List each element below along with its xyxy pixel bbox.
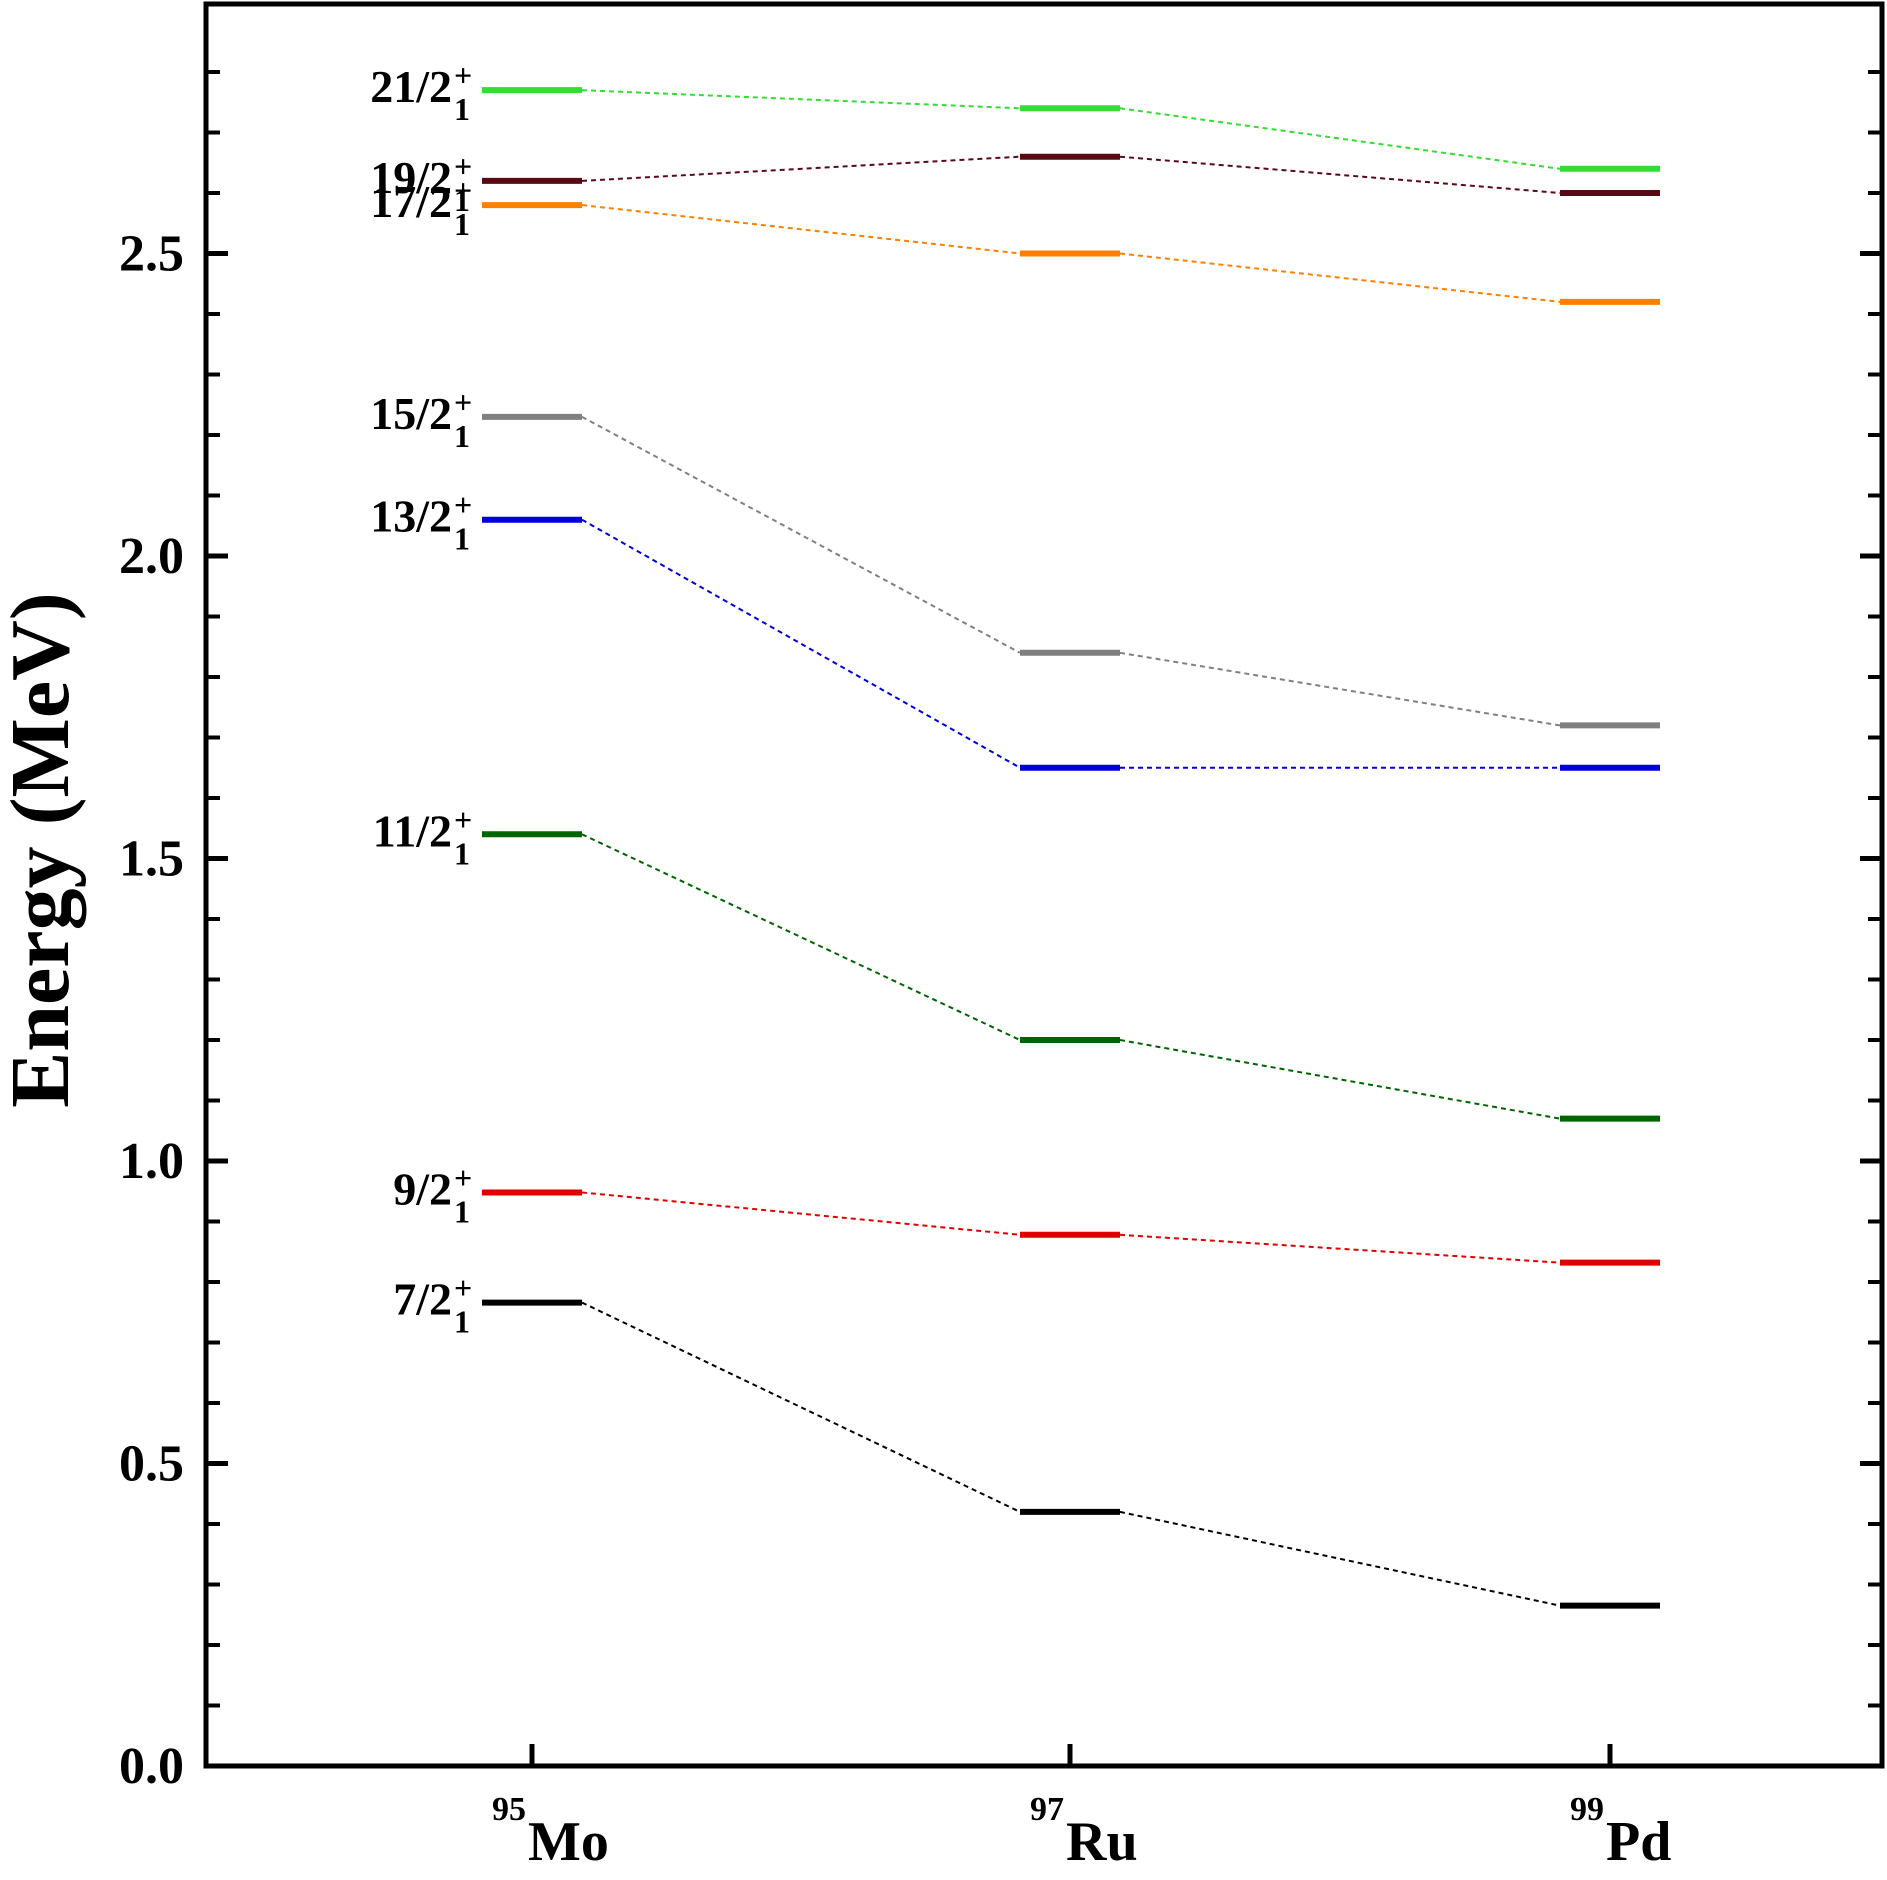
connector-4-0 xyxy=(581,415,1021,654)
level-label-sub-2: 1 xyxy=(454,835,470,871)
nucleus-mass-2: 99 xyxy=(1570,1791,1604,1828)
nucleus-element-2: Pd xyxy=(1606,1811,1671,1873)
connector-5-1 xyxy=(1119,252,1561,303)
level-label-sub-3: 1 xyxy=(454,521,470,557)
level-label-sub-7: 1 xyxy=(454,91,470,127)
connector-4-1 xyxy=(1119,651,1561,727)
nucleus-mass-1: 97 xyxy=(1030,1791,1064,1828)
level-label-sub-6: 1 xyxy=(454,182,470,218)
level-label-sup-5: + xyxy=(454,172,472,208)
level-label-4: 15/2 xyxy=(370,388,452,439)
nucleus-mass-0: 95 xyxy=(492,1791,526,1828)
level-label-text: 21/2 xyxy=(370,61,452,112)
level-label-6: 19/2 xyxy=(370,152,452,203)
x-axis-ticks xyxy=(529,1744,1613,1766)
y-axis-ticks: 0.0 0.5 1.0 1.5 2.0 2.5 xyxy=(119,70,1882,1795)
level-label-text: 7/2 xyxy=(393,1274,452,1325)
plot-frame xyxy=(203,1,1885,1769)
connector-0-1 xyxy=(1119,1510,1561,1607)
level-label-text: 11/2 xyxy=(373,805,452,856)
y-tick-label: 2.0 xyxy=(119,528,184,585)
level-label-sup-0: + xyxy=(454,1270,472,1306)
nucleus-element-1: Ru xyxy=(1066,1811,1138,1873)
connector-lines xyxy=(581,89,1561,1607)
y-tick-label: 1.0 xyxy=(119,1133,184,1190)
connector-2-0 xyxy=(581,833,1021,1041)
connector-5-0 xyxy=(581,204,1021,255)
y-tick-label: 1.5 xyxy=(119,831,184,888)
level-label-sub-5: 1 xyxy=(454,206,470,242)
level-label-sup-3: + xyxy=(454,487,472,523)
connector-6-0 xyxy=(581,155,1021,182)
level-label-0: 7/2 xyxy=(393,1274,452,1325)
level-label-text: 9/2 xyxy=(393,1163,452,1214)
level-label-text: 13/2 xyxy=(370,491,452,542)
nucleus-element-0: Mo xyxy=(528,1811,609,1873)
y-axis-label: Energy (MeV) xyxy=(0,592,87,1107)
y-tick-label: 2.5 xyxy=(119,226,184,283)
level-label-1: 9/2 xyxy=(393,1163,452,1214)
level-bars xyxy=(482,87,1660,1609)
connector-2-1 xyxy=(1119,1039,1561,1120)
level-label-sub-4: 1 xyxy=(454,418,470,454)
level-label-sup-6: + xyxy=(454,148,472,184)
connector-1-1 xyxy=(1119,1233,1561,1264)
level-label-text: 19/2 xyxy=(370,152,452,203)
level-label-sup-4: + xyxy=(454,384,472,420)
level-label-sub-0: 1 xyxy=(454,1304,470,1340)
connector-6-1 xyxy=(1119,155,1561,194)
level-label-7: 21/2 xyxy=(370,61,452,112)
level-label-3: 13/2 xyxy=(370,491,452,542)
connector-0-0 xyxy=(581,1301,1021,1513)
level-label-5: 17/2 xyxy=(370,176,452,227)
connector-1-0 xyxy=(581,1191,1021,1236)
y-tick-label: 0.5 xyxy=(119,1436,184,1493)
level-labels: 7/2 +19/2 +111/2 +113/2 +115/2 +117/2 +119/2 +1… xyxy=(370,57,472,1339)
connector-7-0 xyxy=(581,89,1021,110)
connector-7-1 xyxy=(1119,107,1561,170)
level-label-text: 17/2 xyxy=(370,176,452,227)
level-label-sup-1: + xyxy=(454,1159,472,1195)
level-label-sub-1: 1 xyxy=(454,1193,470,1229)
y-tick-label: 0.0 xyxy=(119,1738,184,1795)
level-label-sup-7: + xyxy=(454,57,472,93)
level-label-sup-2: + xyxy=(454,801,472,837)
level-label-text: 15/2 xyxy=(370,388,452,439)
connector-3-0 xyxy=(581,518,1021,769)
level-label-2: 11/2 xyxy=(373,805,452,856)
